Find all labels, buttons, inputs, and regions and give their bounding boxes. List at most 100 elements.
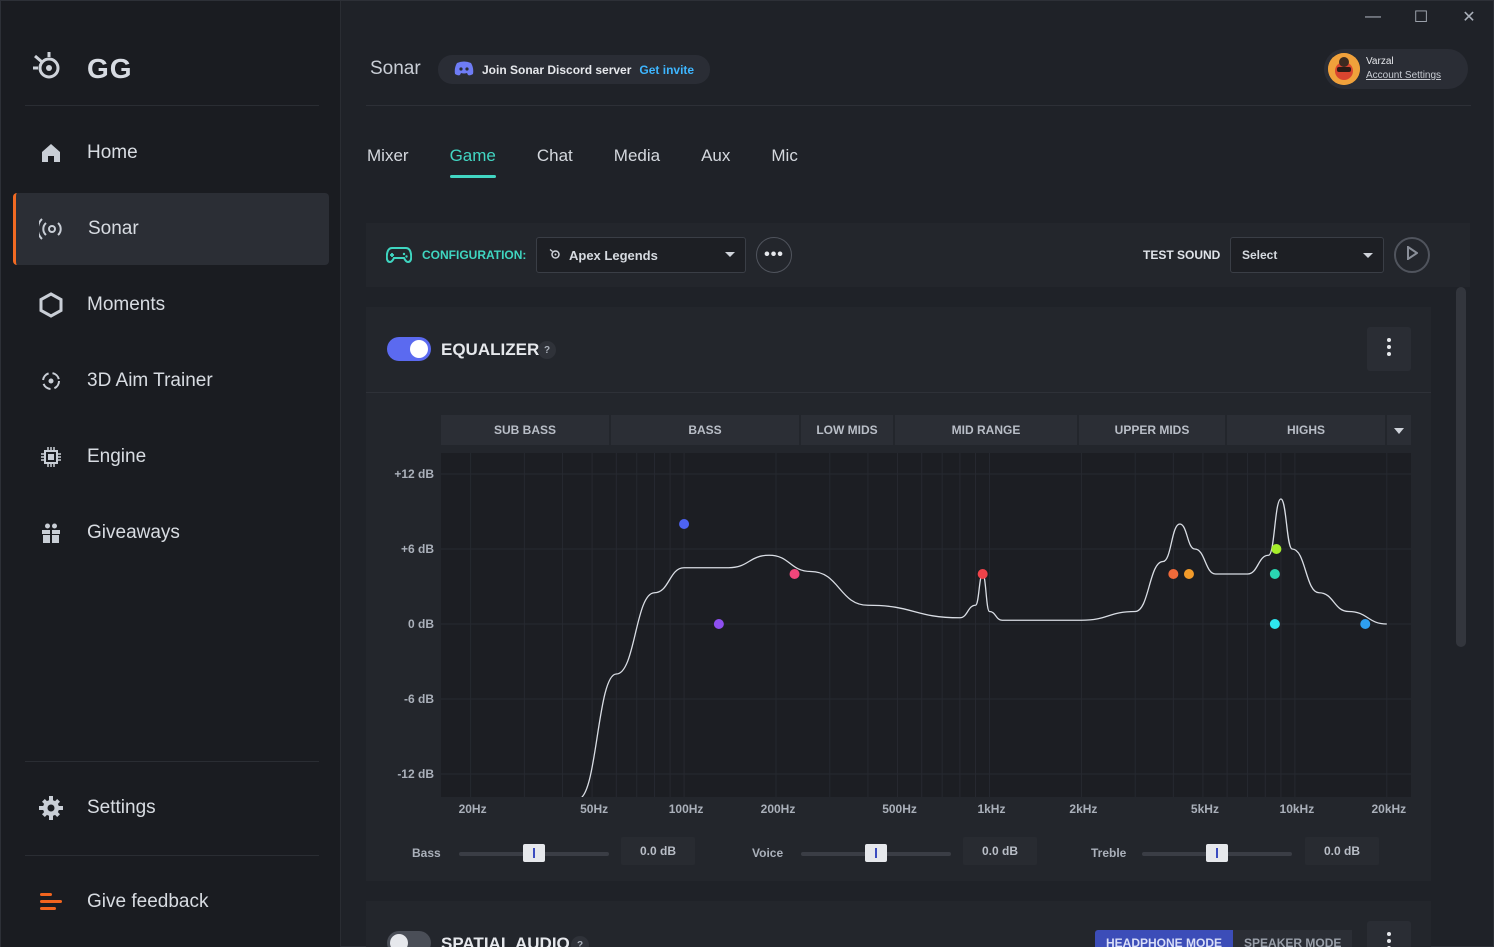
test-sound-select[interactable]: Select bbox=[1230, 237, 1384, 273]
sidebar-item-engine[interactable]: Engine bbox=[13, 421, 329, 493]
band-sub-bass[interactable]: SUB BASS bbox=[441, 415, 609, 445]
configuration-bar: CONFIGURATION: Apex Legends ••• TEST SOU… bbox=[366, 223, 1470, 287]
chevron-down-icon bbox=[1394, 421, 1404, 439]
sidebar-item-feedback[interactable]: Give feedback bbox=[13, 866, 329, 938]
maximize-button[interactable]: ☐ bbox=[1413, 9, 1429, 26]
test-sound-label: TEST SOUND bbox=[1143, 248, 1221, 262]
scrollbar[interactable] bbox=[1456, 287, 1466, 647]
device-tabs: Mixer Game Chat Media Aux Mic bbox=[367, 143, 839, 178]
account-settings-link[interactable]: Account Settings bbox=[1366, 70, 1442, 81]
spatial-audio-toggle[interactable] bbox=[387, 931, 431, 947]
tab-media[interactable]: Media bbox=[613, 146, 661, 165]
speaker-mode-button[interactable]: SPEAKER MODE bbox=[1233, 930, 1353, 947]
equalizer-menu-button[interactable] bbox=[1367, 327, 1411, 371]
eq-control-point[interactable] bbox=[1269, 569, 1280, 579]
band-bass[interactable]: BASS bbox=[611, 415, 799, 445]
y-axis-label: -6 dB bbox=[404, 692, 434, 706]
more-options-button[interactable]: ••• bbox=[756, 237, 792, 273]
eq-control-point[interactable] bbox=[1168, 569, 1179, 579]
eq-control-point[interactable] bbox=[977, 569, 988, 579]
minimize-button[interactable]: — bbox=[1365, 8, 1381, 25]
eq-control-point[interactable] bbox=[1269, 619, 1280, 629]
band-mid-range[interactable]: MID RANGE bbox=[895, 415, 1077, 445]
slider-thumb[interactable] bbox=[1206, 844, 1228, 862]
eq-control-point[interactable] bbox=[1183, 569, 1194, 579]
band-highs[interactable]: HIGHS bbox=[1227, 415, 1385, 445]
play-icon bbox=[1406, 244, 1419, 265]
spatial-audio-menu-button[interactable] bbox=[1367, 921, 1411, 947]
sidebar-item-label: Give feedback bbox=[87, 891, 209, 912]
eq-control-point[interactable] bbox=[1271, 544, 1282, 554]
header-divider bbox=[366, 105, 1471, 106]
get-invite-link[interactable]: Get invite bbox=[639, 62, 695, 77]
sidebar-item-sonar[interactable]: Sonar bbox=[13, 193, 329, 265]
tab-game[interactable]: Game bbox=[449, 143, 497, 178]
brand[interactable]: GG bbox=[31, 49, 133, 88]
headphone-mode-button[interactable]: HEADPHONE MODE bbox=[1095, 930, 1234, 947]
close-button[interactable]: ✕ bbox=[1462, 9, 1476, 26]
band-upper-mids[interactable]: UPPER MIDS bbox=[1079, 415, 1225, 445]
sidebar-divider bbox=[25, 105, 319, 106]
sidebar-item-aim-trainer[interactable]: 3D Aim Trainer bbox=[13, 345, 329, 417]
eq-control-point[interactable] bbox=[713, 619, 724, 629]
spatial-audio-title: SPATIAL AUDIO bbox=[441, 934, 570, 947]
configuration-select[interactable]: Apex Legends bbox=[536, 237, 746, 273]
home-icon bbox=[37, 139, 65, 167]
sidebar-item-home[interactable]: Home bbox=[13, 117, 329, 189]
eq-control-point[interactable] bbox=[789, 569, 800, 579]
equalizer-panel: EQUALIZER ? SUB BASS BASS LOW MIDS MID R… bbox=[366, 307, 1431, 881]
treble-label: Treble bbox=[1091, 846, 1127, 860]
sidebar-divider bbox=[25, 761, 319, 762]
help-icon[interactable]: ? bbox=[538, 341, 556, 359]
y-axis-label: +6 dB bbox=[400, 542, 434, 556]
sidebar-item-label: Engine bbox=[87, 446, 147, 467]
discord-icon bbox=[454, 61, 474, 79]
x-axis-label: 500Hz bbox=[882, 802, 917, 816]
hexagon-icon bbox=[37, 291, 65, 319]
band-low-mids[interactable]: LOW MIDS bbox=[801, 415, 893, 445]
band-dropdown-button[interactable] bbox=[1387, 415, 1411, 445]
x-axis-label: 2kHz bbox=[1069, 802, 1098, 816]
x-axis-label: 1kHz bbox=[977, 802, 1006, 816]
play-test-sound-button[interactable] bbox=[1394, 237, 1430, 273]
y-axis-label: -12 dB bbox=[397, 767, 434, 781]
gamepad-icon bbox=[385, 245, 413, 270]
tab-chat[interactable]: Chat bbox=[536, 146, 573, 165]
sidebar-item-moments[interactable]: Moments bbox=[13, 269, 329, 341]
voice-slider[interactable] bbox=[801, 844, 951, 862]
treble-slider[interactable] bbox=[1142, 844, 1292, 862]
sidebar-item-label: Home bbox=[87, 142, 138, 163]
spatial-audio-panel: SPATIAL AUDIO ? HEADPHONE MODE SPEAKER M… bbox=[366, 901, 1431, 947]
slider-thumb[interactable] bbox=[865, 844, 887, 862]
eq-control-point[interactable] bbox=[679, 519, 690, 529]
test-sound-value: Select bbox=[1242, 248, 1278, 262]
chip-icon bbox=[37, 443, 65, 471]
x-axis-label: 200Hz bbox=[760, 802, 796, 816]
x-axis-label: 20Hz bbox=[458, 802, 487, 816]
sidebar-item-label: Giveaways bbox=[87, 522, 180, 543]
tab-aux[interactable]: Aux bbox=[701, 146, 731, 165]
tab-mic[interactable]: Mic bbox=[771, 146, 798, 165]
discord-banner[interactable]: Join Sonar Discord server Get invite bbox=[438, 55, 711, 84]
help-icon[interactable]: ? bbox=[571, 936, 589, 947]
kebab-menu-icon bbox=[1387, 337, 1391, 361]
sidebar-item-giveaways[interactable]: Giveaways bbox=[13, 497, 329, 569]
bass-label: Bass bbox=[412, 846, 441, 860]
steelseries-logo-icon bbox=[31, 49, 65, 88]
gear-icon bbox=[37, 794, 65, 822]
sidebar-item-settings[interactable]: Settings bbox=[13, 772, 329, 844]
eq-curve bbox=[577, 498, 1387, 800]
sidebar-item-label: Settings bbox=[87, 797, 156, 818]
equalizer-toggle[interactable] bbox=[387, 337, 431, 361]
band-presets: SUB BASS BASS LOW MIDS MID RANGE UPPER M… bbox=[441, 415, 1411, 445]
brand-name: GG bbox=[87, 52, 133, 84]
account-button[interactable]: Varzal Account Settings bbox=[1324, 49, 1468, 89]
sidebar-item-label: Moments bbox=[87, 294, 166, 315]
discord-text: Join Sonar Discord server bbox=[482, 62, 632, 77]
eq-graph[interactable] bbox=[441, 453, 1411, 800]
tab-mixer[interactable]: Mixer bbox=[367, 146, 409, 165]
chevron-down-icon bbox=[1363, 253, 1373, 258]
bass-slider[interactable] bbox=[459, 844, 609, 862]
eq-control-point[interactable] bbox=[1360, 619, 1371, 629]
slider-thumb[interactable] bbox=[523, 844, 545, 862]
